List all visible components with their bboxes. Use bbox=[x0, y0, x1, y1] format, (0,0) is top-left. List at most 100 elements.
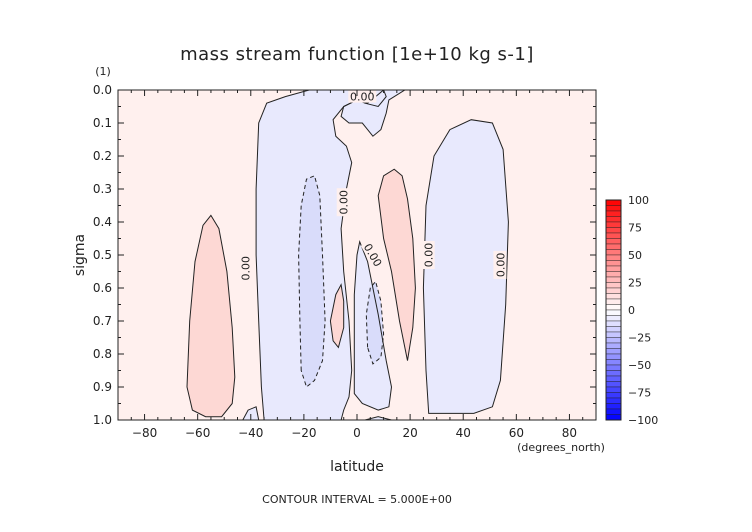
x-tick-label: 20 bbox=[402, 426, 417, 440]
y-tick-label: 0.0 bbox=[93, 83, 112, 97]
positive-cell-northern-contour bbox=[377, 168, 416, 361]
y-tick-label: 0.4 bbox=[93, 215, 112, 229]
contour-label: 0.00 bbox=[338, 190, 351, 215]
colorbar-segment bbox=[605, 403, 622, 410]
negative-region-east-fill bbox=[423, 119, 509, 414]
colorbar-segment bbox=[605, 397, 622, 404]
positive-cell-small-fill bbox=[330, 284, 344, 348]
colorbar-tick-label: 50 bbox=[628, 249, 642, 262]
x-tick-label: 40 bbox=[456, 426, 471, 440]
colorbar-segment bbox=[605, 353, 622, 360]
contour-label-bg bbox=[493, 250, 507, 279]
colorbar-segment bbox=[605, 315, 622, 322]
colorbar-tick-label: −25 bbox=[628, 332, 651, 345]
x-tick-label: 60 bbox=[509, 426, 524, 440]
colorbar-segment bbox=[605, 232, 622, 239]
colorbar-segment bbox=[605, 386, 622, 393]
x-tick-label: 0 bbox=[353, 426, 361, 440]
colorbar-tick-label: 75 bbox=[628, 222, 642, 235]
positive-cell-southern-fill bbox=[187, 215, 235, 417]
colorbar-segment bbox=[605, 210, 622, 217]
colorbar-segment bbox=[605, 221, 622, 228]
positive-cell-northern-fill bbox=[378, 169, 416, 361]
x-tick-label: −80 bbox=[132, 426, 157, 440]
colorbar-segment bbox=[605, 260, 622, 267]
contour-label-bg bbox=[238, 254, 252, 283]
y-tick-label: 0.3 bbox=[93, 182, 112, 196]
y-tick-label: 0.8 bbox=[93, 347, 112, 361]
colorbar-segment bbox=[605, 265, 622, 272]
colorbar-segment bbox=[605, 381, 622, 388]
negative-region-bottom-center-fill bbox=[365, 416, 392, 420]
colorbar-segment bbox=[605, 227, 622, 234]
y-tick-label: 0.2 bbox=[93, 149, 112, 163]
colorbar-segment bbox=[605, 293, 622, 300]
positive-cell-southern-contour bbox=[186, 214, 236, 418]
x-tick-label: −40 bbox=[238, 426, 263, 440]
y-units-label: (1) bbox=[95, 65, 111, 78]
colorbar-tick-label: −50 bbox=[628, 359, 651, 372]
y-tick-label: 0.5 bbox=[93, 248, 112, 262]
negative-cell-small-fill bbox=[366, 281, 384, 364]
y-tick-label: 0.9 bbox=[93, 380, 112, 394]
colorbar-frame bbox=[605, 199, 622, 421]
colorbar-segment bbox=[605, 243, 622, 250]
negative-cell-southern-fill bbox=[298, 175, 326, 387]
colorbar-segment bbox=[605, 370, 622, 377]
x-ticks: −80 −60 −40 −20 0 20 40 60 80 bbox=[117, 90, 597, 440]
colorbar-segment bbox=[605, 249, 622, 256]
colorbar-segment bbox=[605, 359, 622, 366]
contour-label: 0.00 bbox=[423, 243, 436, 268]
contour-label-bg bbox=[336, 188, 350, 217]
colorbar-segment bbox=[605, 342, 622, 349]
colorbar-segment bbox=[605, 276, 622, 283]
contour-interval-footer: CONTOUR INTERVAL = 5.000E+00 bbox=[262, 493, 452, 506]
colorbar-segment bbox=[605, 298, 622, 305]
colorbar-segment bbox=[605, 408, 622, 415]
colorbar-segment bbox=[605, 216, 622, 223]
negative-region-center-contour bbox=[353, 240, 393, 411]
colorbar-segment bbox=[605, 271, 622, 278]
y-tick-label: 0.7 bbox=[93, 314, 112, 328]
colorbar-tick-label: 100 bbox=[628, 194, 649, 207]
chart-title: mass stream function [1e+10 kg s-1] bbox=[180, 44, 534, 65]
y-ticks: 0.0 0.1 0.2 0.3 0.4 0.5 0.6 0.7 0.8 0.9 1.0 bbox=[93, 83, 596, 427]
x-units-label: (degrees_north) bbox=[517, 441, 605, 454]
x-tick-label: −20 bbox=[291, 426, 316, 440]
negative-region-top-contour bbox=[340, 90, 406, 137]
colorbar-segment bbox=[605, 282, 622, 289]
negative-region-bottom-center-contour bbox=[364, 416, 392, 420]
colorbar-segment bbox=[605, 414, 622, 421]
colorbar-segment bbox=[605, 375, 622, 382]
colorbar-segment bbox=[605, 254, 622, 261]
contour-label-bg bbox=[421, 241, 435, 269]
colorbar-segment bbox=[605, 348, 622, 355]
colorbar-segment bbox=[605, 304, 622, 311]
colorbar-segment bbox=[605, 287, 622, 294]
negative-region-bottom-west-fill bbox=[242, 406, 259, 420]
contour-label-bg bbox=[348, 89, 377, 103]
colorbar-segment bbox=[605, 205, 622, 212]
y-tick-label: 0.1 bbox=[93, 116, 112, 130]
contour-label: 0.00 bbox=[494, 253, 507, 278]
negative-cell-southern-contour bbox=[298, 175, 326, 388]
colorbar-segment bbox=[605, 392, 622, 399]
colorbar-segment bbox=[605, 364, 622, 371]
contour-label-bg bbox=[360, 239, 386, 271]
colorbar-tick-label: −75 bbox=[628, 387, 651, 400]
colorbar-segment bbox=[605, 199, 622, 206]
colorbar-segment bbox=[605, 238, 622, 245]
contour-label: 0.00 bbox=[239, 256, 252, 280]
positive-cell-small-contour bbox=[329, 283, 345, 349]
colorbar-segment bbox=[605, 331, 622, 338]
contour-label: 0.00 bbox=[350, 91, 375, 104]
y-axis-label: sigma bbox=[72, 234, 88, 276]
colorbar-segment bbox=[605, 326, 622, 333]
x-axis-label: latitude bbox=[330, 459, 384, 475]
colorbar-segment bbox=[605, 320, 622, 327]
colorbar-segment bbox=[605, 337, 622, 344]
y-tick-label: 1.0 bbox=[93, 413, 112, 427]
negative-region-bottom-west-contour bbox=[242, 406, 260, 420]
y-tick-label: 0.6 bbox=[93, 281, 112, 295]
